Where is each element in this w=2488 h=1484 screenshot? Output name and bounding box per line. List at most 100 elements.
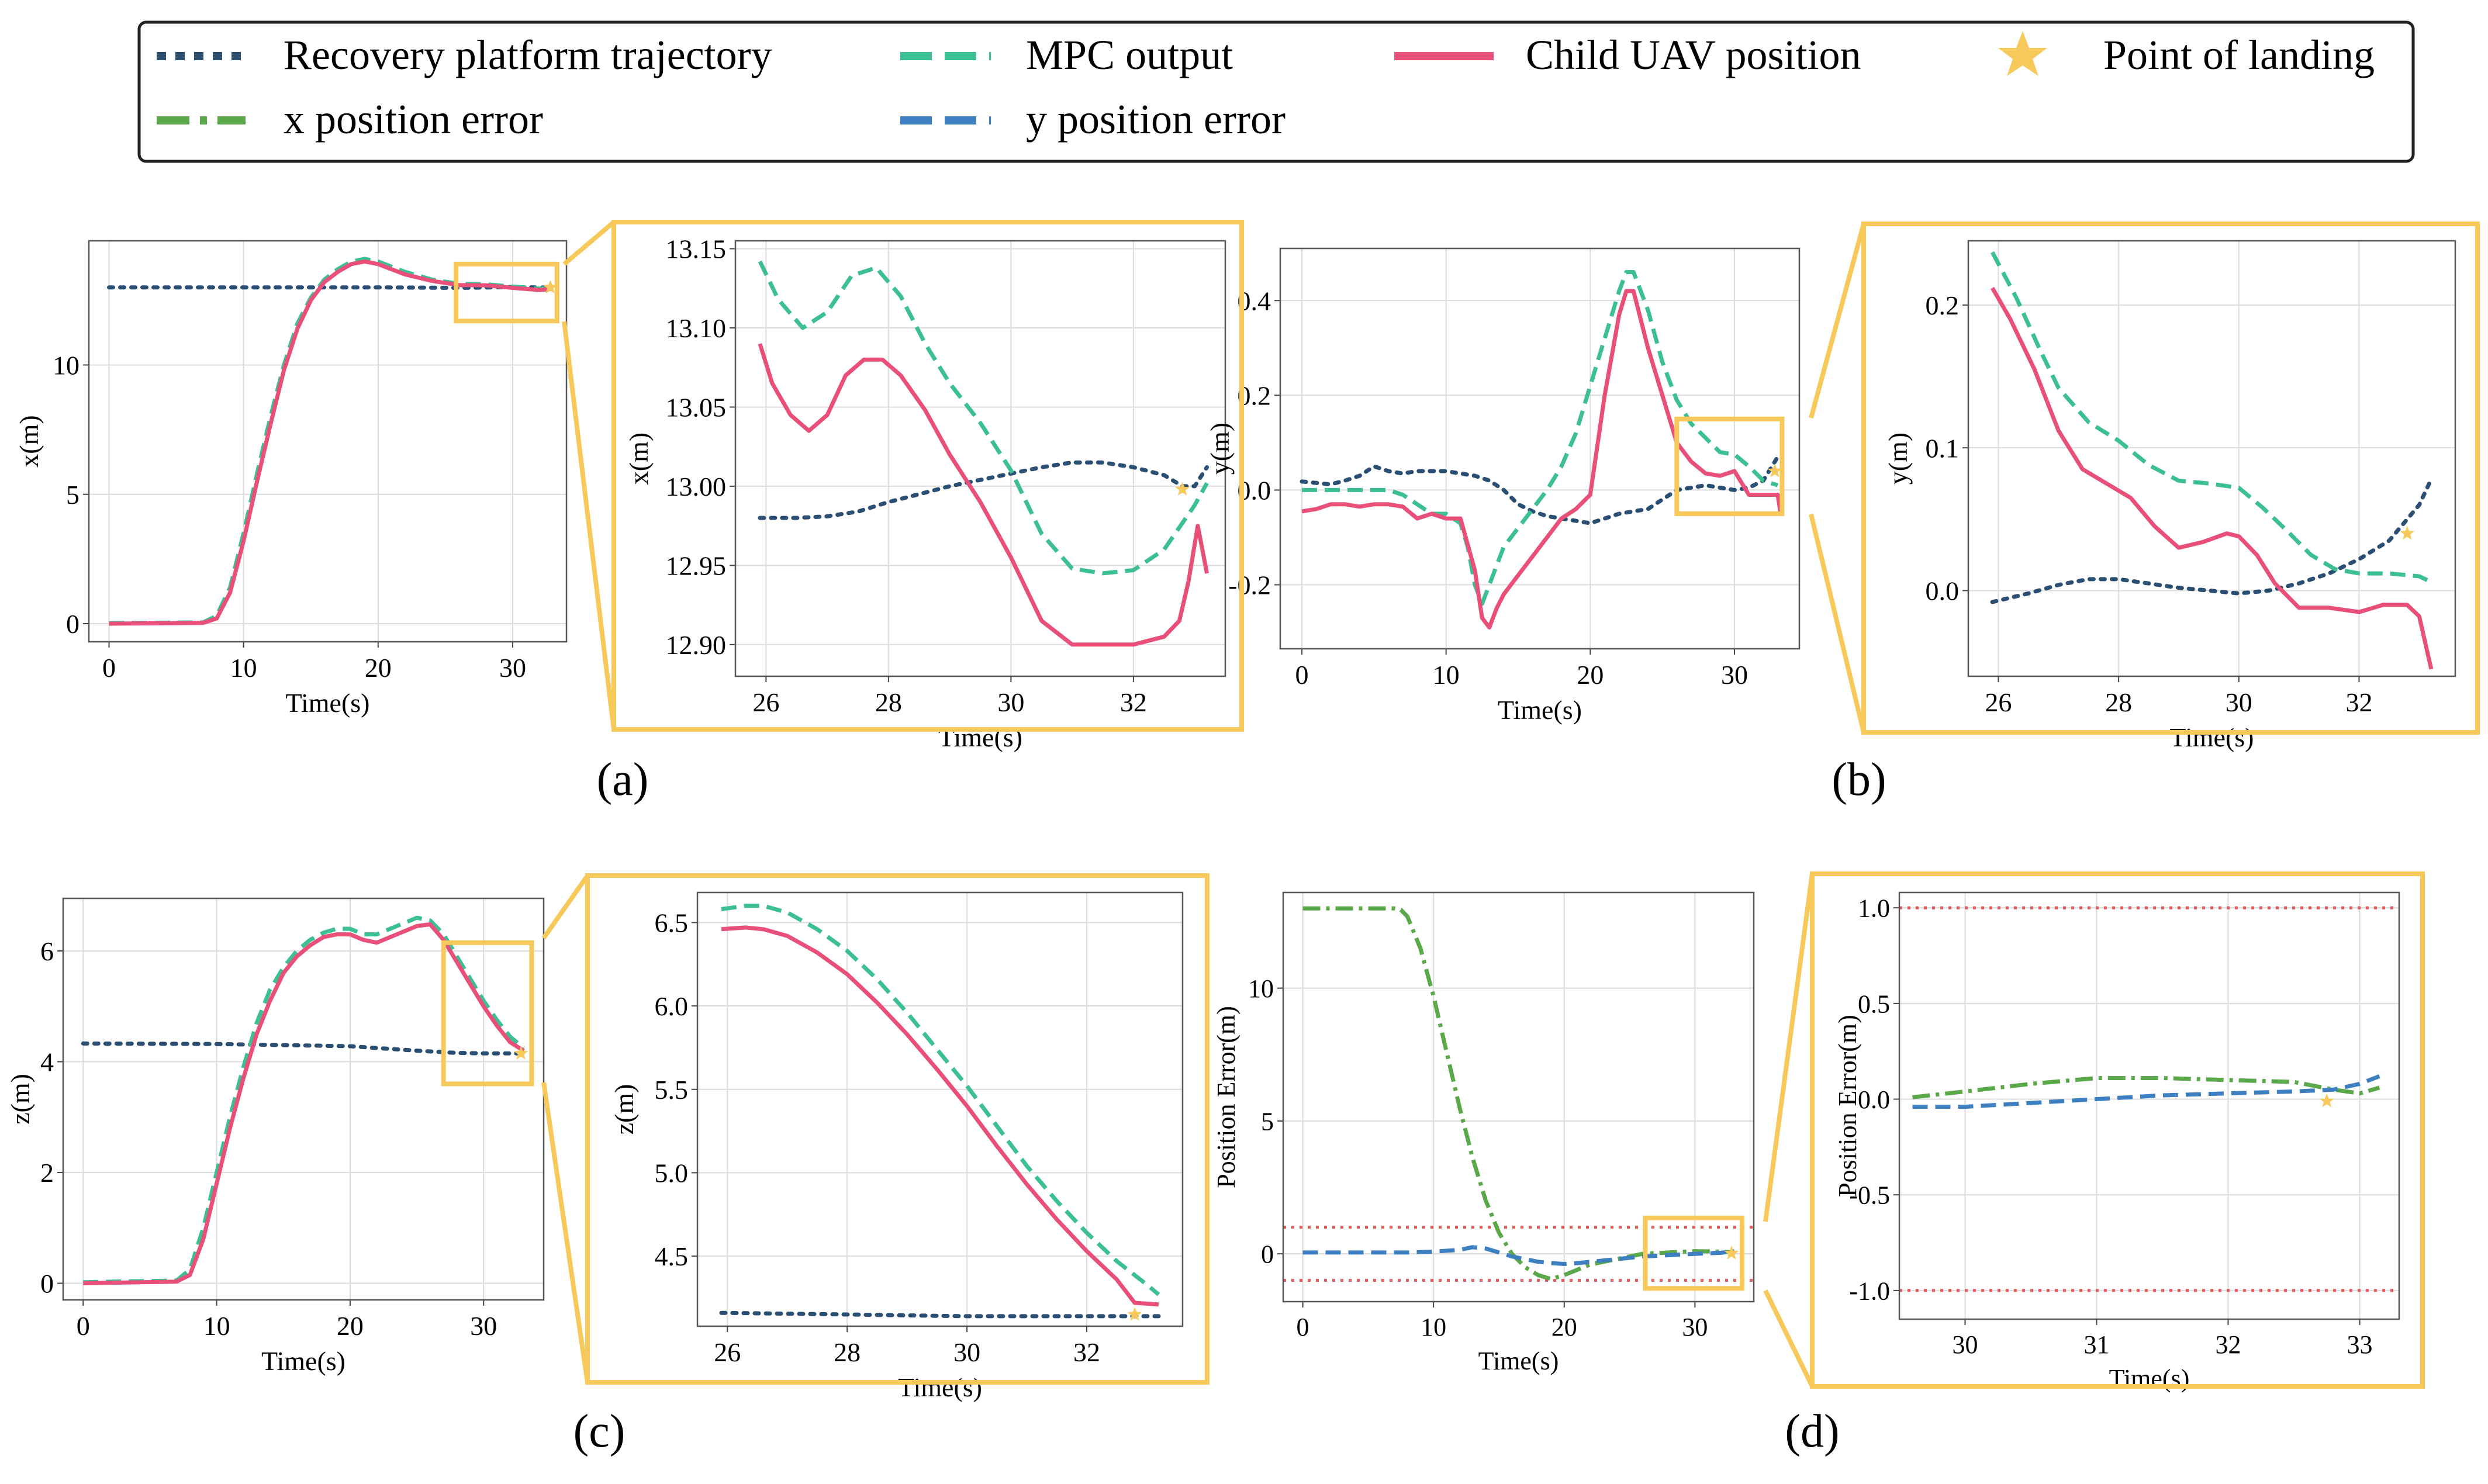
- y-tick-label: 5: [66, 480, 80, 510]
- axes-frame: [62, 897, 545, 1301]
- x-axis-label: Time(s): [261, 1346, 345, 1376]
- y-tick-label: 2: [40, 1158, 54, 1188]
- landing-star-icon: [543, 279, 558, 294]
- zoom-frame-b: [1861, 222, 2480, 735]
- y-tick-label: 12.90: [666, 630, 727, 660]
- chart-d-main: 0 10 20 30 0 5 10 Time(s) Position Error(m): [1212, 891, 1755, 1375]
- legend-frame: [137, 20, 2415, 163]
- x-tick-label: 26: [1985, 687, 2012, 717]
- x-tick-label: 0: [77, 1311, 90, 1341]
- x-tick-label: 10: [203, 1311, 230, 1341]
- y-tick-label: 13.10: [666, 313, 727, 343]
- x-tick-label: 20: [1577, 660, 1604, 690]
- y-tick-label: 10: [53, 351, 80, 380]
- y-tick-label: 6: [40, 936, 54, 966]
- series-line-mpc: [109, 257, 554, 625]
- plot-area: [1283, 906, 1754, 1282]
- plot-area: [719, 904, 1161, 1321]
- panel-label-d: (d): [1785, 1406, 1839, 1457]
- landing-star-icon: [1175, 482, 1190, 496]
- y-tick-label: -0.2: [1228, 570, 1271, 600]
- y-tick-label: 5: [1261, 1107, 1274, 1136]
- x-tick-label: 20: [365, 653, 392, 683]
- x-tick-label: 0: [102, 653, 116, 683]
- plot-area: [1300, 270, 1783, 629]
- x-axis-label: Time(s): [898, 1372, 982, 1402]
- x-tick-label: 30: [1721, 660, 1748, 690]
- x-tick-label: 30: [499, 653, 526, 683]
- y-tick-label: -1.0: [1849, 1277, 1890, 1305]
- x-tick-label: 32: [2216, 1330, 2241, 1359]
- x-tick-label: 31: [2084, 1330, 2110, 1359]
- y-axis-label: y(m): [1205, 423, 1235, 475]
- x-tick-label: 30: [953, 1337, 980, 1367]
- series-line-platform: [719, 1310, 1161, 1319]
- x-tick-label: 20: [337, 1311, 364, 1341]
- series-line-uav: [758, 343, 1210, 647]
- axes-frame: [1279, 247, 1801, 650]
- y-axis-label: z(m): [5, 1074, 35, 1125]
- axes-frame: [1282, 891, 1755, 1303]
- y-tick-label: 4: [40, 1047, 54, 1077]
- x-axis-label: Time(s): [1498, 695, 1582, 725]
- legend-label-mpc: MPC output: [1026, 32, 1233, 78]
- zoom-frame-d: [1810, 871, 2425, 1389]
- zoom-region-box: [441, 940, 534, 1087]
- y-axis-label: x(m): [14, 415, 44, 467]
- axes-frame: [1967, 240, 2456, 677]
- x-tick-label: 30: [470, 1311, 497, 1341]
- x-tick-label: 32: [2345, 687, 2372, 717]
- series-line-uav: [721, 925, 1159, 1307]
- zoom-region-box: [1643, 1215, 1744, 1291]
- series-line-xerr: [1302, 906, 1734, 1281]
- series-line-mpc: [1302, 270, 1779, 606]
- y-tick-label: 1.0: [1858, 894, 1890, 923]
- y-tick-label: 12.95: [666, 551, 727, 580]
- series-line-uav: [109, 259, 554, 626]
- plot-area: [758, 260, 1210, 647]
- x-tick-label: 33: [2347, 1330, 2373, 1359]
- x-tick-label: 32: [1120, 687, 1147, 717]
- x-axis-label: Time(s): [286, 688, 370, 718]
- series-line-uav: [1991, 286, 2434, 670]
- y-tick-label: -0.5: [1849, 1181, 1890, 1210]
- y-axis-label: x(m): [624, 433, 654, 485]
- y-tick-label: 0: [40, 1269, 54, 1299]
- landing-star-icon: [1127, 1307, 1142, 1321]
- x-tick-label: 30: [1953, 1330, 1978, 1359]
- connector-c-bottom: [541, 1082, 590, 1383]
- x-tick-label: 26: [714, 1337, 741, 1367]
- series-line-platform: [81, 1041, 526, 1056]
- axes-frame: [88, 240, 568, 643]
- landing-star-icon: [1767, 463, 1782, 478]
- zoom-region-box: [454, 261, 559, 324]
- landing-star-icon: [1724, 1246, 1739, 1260]
- landing-star-icon: [2319, 1093, 2334, 1108]
- panel-label-b: (b): [1832, 754, 1886, 805]
- x-tick-label: 32: [1073, 1337, 1100, 1367]
- y-tick-label: 0.0: [1926, 576, 1960, 606]
- chart-a-zoom: 26 28 30 32 12.90 12.95 13.00 13.05 13.10 13.15 Ti…: [624, 234, 1226, 752]
- connector-b-top: [1809, 223, 1866, 419]
- chart-c-zoom: 26 28 30 32 4.5 5.0 5.5 6.0 6.5 Time(s) z(m): [609, 891, 1184, 1402]
- x-tick-label: 0: [1295, 660, 1309, 690]
- axes-frame: [734, 240, 1226, 677]
- connector-c-top: [541, 874, 590, 940]
- zoom-region-box: [1674, 416, 1785, 516]
- x-tick-label: 26: [752, 687, 779, 717]
- y-tick-label: 0.2: [1926, 290, 1960, 320]
- series-line-uav: [83, 922, 525, 1286]
- series-line-mpc: [83, 915, 526, 1285]
- connector-b-bottom: [1809, 514, 1866, 733]
- legend-label-uav: Child UAV position: [1526, 32, 1861, 78]
- y-tick-label: 4.5: [655, 1241, 689, 1271]
- y-tick-label: 0.0: [1858, 1085, 1890, 1114]
- legend-label-landing: Point of landing: [2103, 32, 2375, 78]
- y-tick-label: 0.5: [1858, 990, 1890, 1018]
- x-tick-label: 0: [1297, 1313, 1309, 1341]
- chart-c-main: 0 10 20 30 0 2 4 6 Time(s) z(m): [5, 897, 545, 1376]
- zoom-connectors: [541, 220, 1866, 1388]
